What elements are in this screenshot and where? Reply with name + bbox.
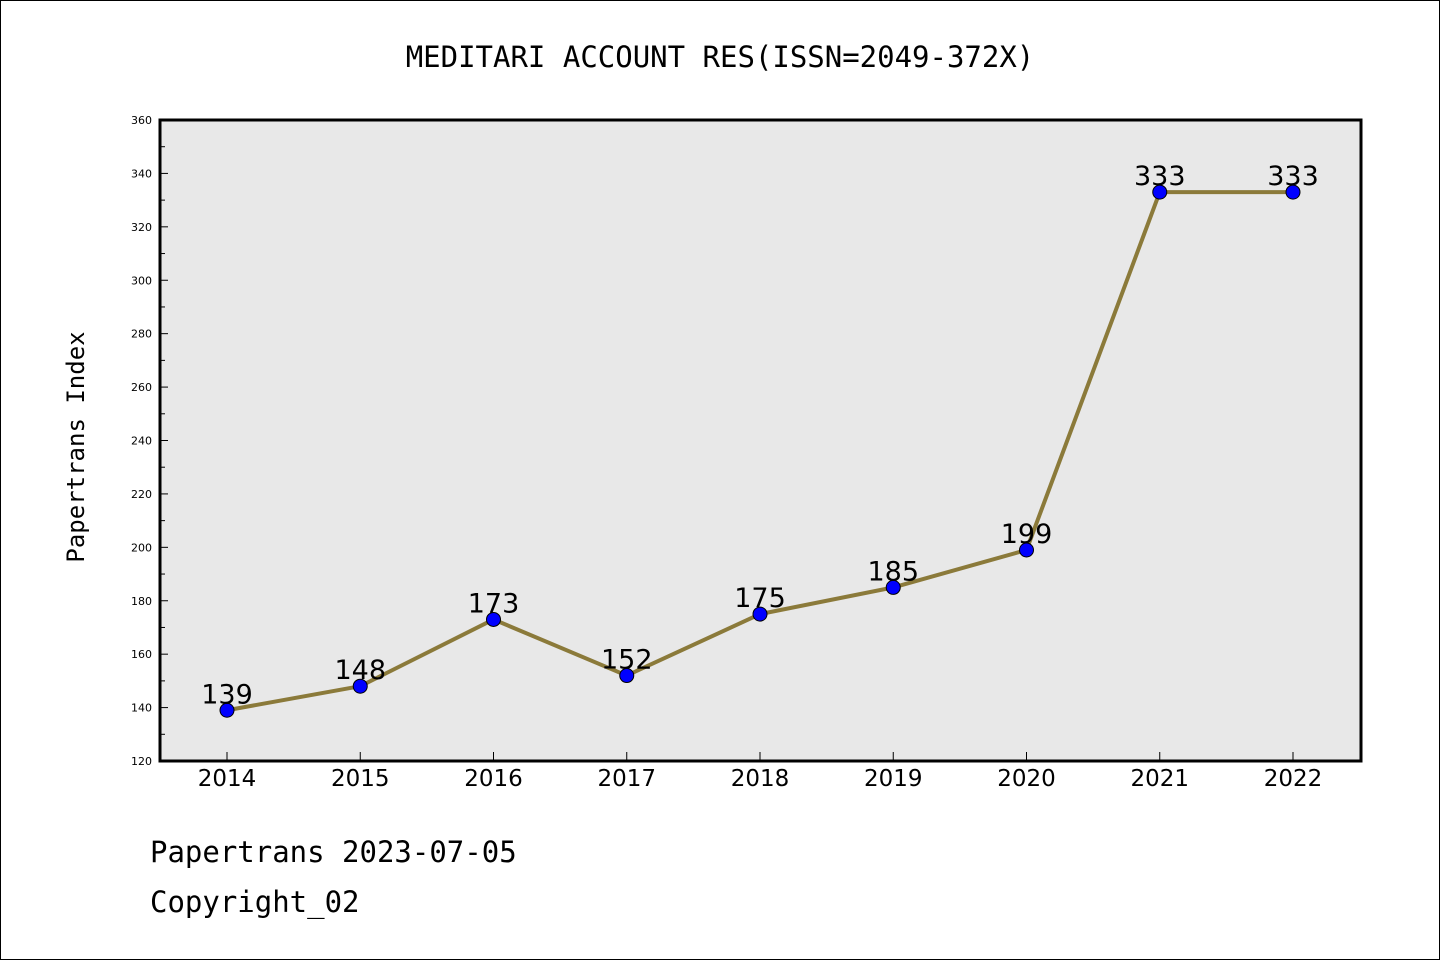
x-tick-label: 2019 [864, 766, 923, 792]
y-tick-label: 280 [131, 328, 152, 341]
data-point [352, 678, 368, 694]
y-axis-ticks: 120 140 160 180 200 220 240 260 280 300 320 340 360 [131, 114, 168, 768]
x-tick-label: 2014 [198, 766, 257, 792]
y-tick-label: 180 [131, 595, 152, 608]
y-tick-label: 160 [131, 648, 152, 661]
x-tick-label: 2016 [464, 766, 523, 792]
x-tick-label: 2018 [731, 766, 790, 792]
x-tick-label: 2017 [597, 766, 656, 792]
data-label: 199 [1001, 519, 1053, 550]
data-label: 139 [201, 679, 253, 710]
y-axis-label: Papertrans Index [62, 331, 90, 562]
data-point [885, 579, 901, 595]
data-point [219, 702, 235, 718]
data-label: 148 [334, 655, 386, 686]
x-tick-label: 2015 [331, 766, 390, 792]
plot-area [158, 118, 1363, 763]
data-labels: 139 148 173 152 175 185 199 333 333 [201, 161, 1319, 710]
footer-date: Papertrans 2023-07-05 [150, 835, 517, 869]
x-axis-ticks: 2014 2015 2016 2017 2018 2019 2020 2021 2022 [198, 752, 1323, 792]
y-tick-label: 340 [131, 167, 152, 180]
y-tick-label: 320 [131, 221, 152, 234]
data-point [619, 668, 635, 684]
data-label: 152 [601, 645, 653, 676]
y-tick-label: 220 [131, 488, 152, 501]
data-markers [219, 184, 1301, 718]
y-tick-label: 260 [131, 381, 152, 394]
data-label: 185 [867, 556, 919, 587]
y-tick-label: 120 [131, 755, 152, 768]
x-tick-label: 2020 [997, 766, 1056, 792]
y-tick-label: 240 [131, 435, 152, 448]
data-point [486, 611, 501, 627]
data-label: 175 [734, 583, 786, 614]
x-tick-label: 2022 [1264, 766, 1323, 792]
y-tick-label: 360 [131, 114, 152, 127]
y-tick-label: 300 [131, 274, 152, 287]
data-label: 333 [1267, 161, 1319, 192]
chart-title: MEDITARI ACCOUNT RES(ISSN=2049-372X) [406, 40, 1035, 74]
data-point [752, 606, 768, 622]
data-label: 333 [1134, 161, 1186, 192]
footer-copyright: Copyright_02 [150, 885, 360, 919]
data-point [1019, 542, 1034, 558]
data-point [1152, 184, 1168, 200]
y-tick-label: 140 [131, 702, 152, 715]
y-tick-label: 200 [131, 541, 152, 554]
data-point [1285, 184, 1301, 200]
x-tick-label: 2021 [1130, 766, 1189, 792]
data-label: 173 [468, 588, 520, 619]
